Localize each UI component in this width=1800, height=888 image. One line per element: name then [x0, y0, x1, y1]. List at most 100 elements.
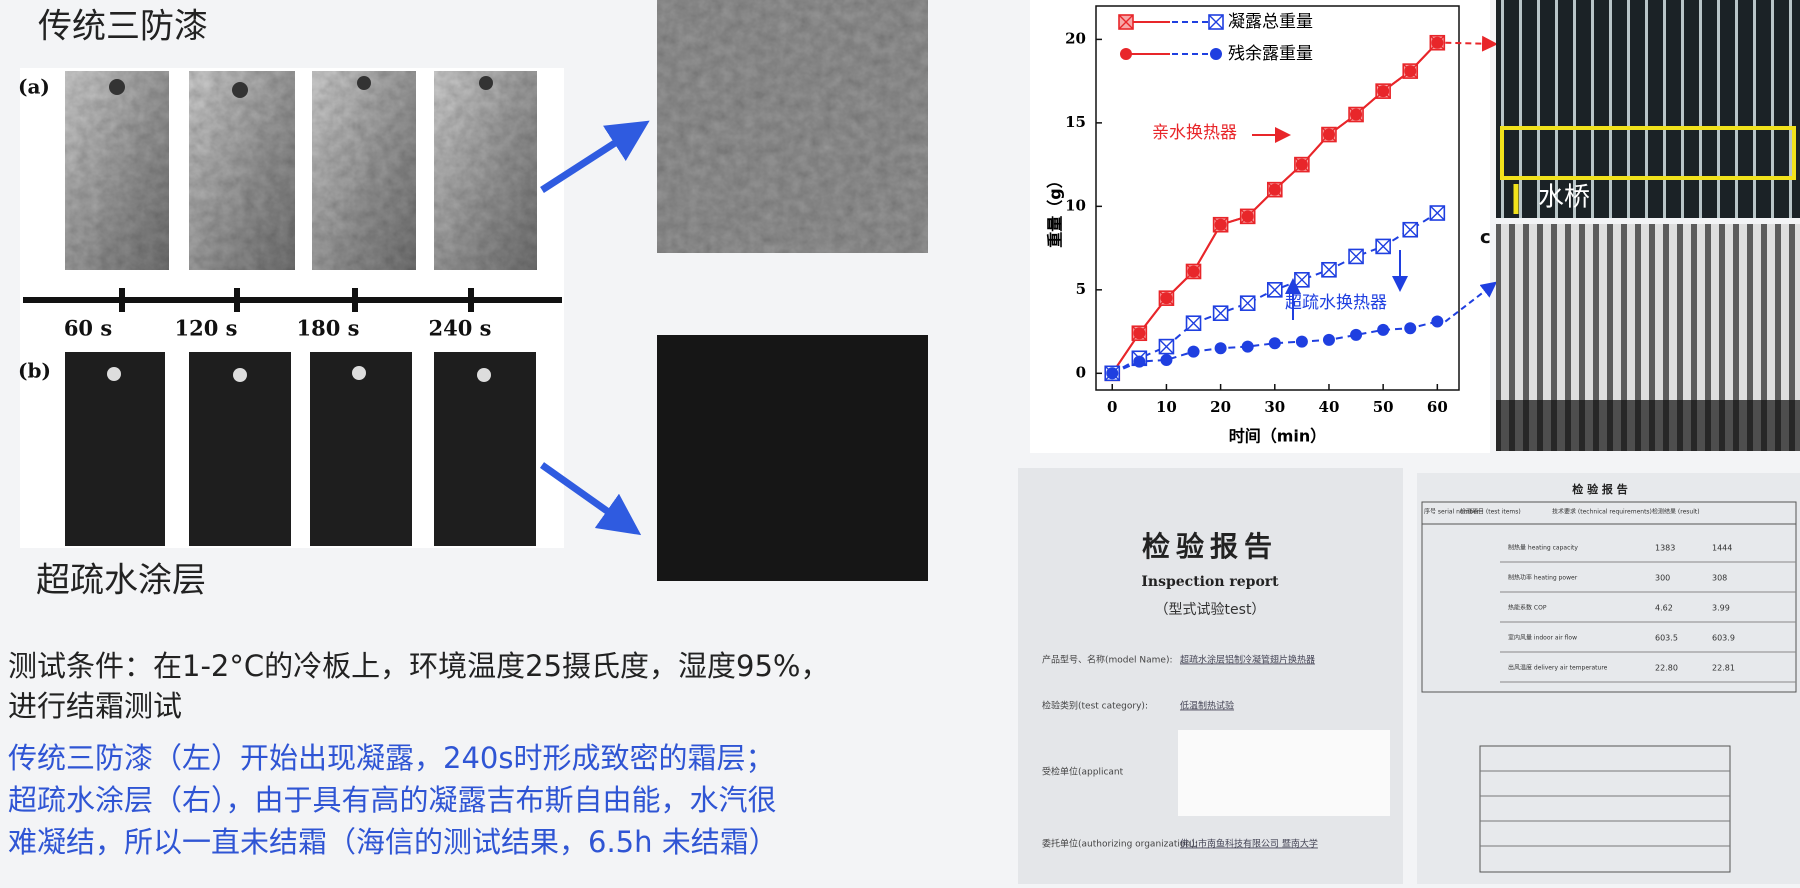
marker-cross	[1213, 305, 1229, 321]
point	[1133, 355, 1146, 368]
marker-cross	[1267, 282, 1283, 298]
table-header: 检测项目 (test items)	[1460, 508, 1521, 516]
plate	[189, 71, 295, 270]
table-cell: 制热量 heating capacity	[1508, 544, 1578, 552]
photo-shade	[1496, 400, 1800, 451]
title-b: 超疏水涂层	[36, 561, 206, 601]
table-cell: 4.62	[1655, 604, 1673, 613]
point	[1429, 205, 1446, 221]
table-header: 序号 serial number	[1424, 508, 1480, 516]
time-labels: 60 s 120 s 180 s 240 s	[64, 316, 492, 341]
y-tick-label: 5	[1076, 280, 1086, 298]
chart: 0 10 20 30 40 50 60 0 5 10 15 20 时间（min） 重量（g） 凝露总重量残余…	[1046, 5, 1498, 446]
point	[1322, 333, 1335, 346]
x-axis-label: 时间（min）	[1229, 427, 1327, 446]
point	[1187, 265, 1200, 278]
x-tick-label: 20	[1210, 398, 1231, 416]
condition-line: 测试条件：在1-2°C的冷板上，环境温度25摄氏度，湿度95%，	[8, 649, 829, 683]
doc-field-label: 受检单位(applicant	[1042, 766, 1124, 778]
table-frame	[1421, 501, 1797, 693]
point	[1348, 248, 1364, 265]
annotation: 亲水换热器	[1152, 123, 1237, 143]
point	[1133, 327, 1146, 340]
point	[1375, 238, 1391, 255]
doc-field-label: 产品型号、名称(model Name):	[1042, 654, 1173, 666]
plate-holes	[107, 366, 491, 382]
label-a: (a)	[18, 75, 50, 99]
point	[1106, 367, 1119, 380]
point	[1241, 210, 1254, 223]
point	[1160, 292, 1173, 305]
plate	[312, 71, 416, 270]
table-cell: 22.80	[1655, 664, 1678, 673]
point	[1241, 340, 1254, 353]
table-cell: 制热功率 heating power	[1508, 574, 1578, 582]
zoom-photo	[657, 0, 928, 253]
plate	[434, 71, 537, 270]
point	[1266, 282, 1283, 298]
chart-panel	[1030, 0, 1490, 453]
table-cell: 热能系数 COP	[1508, 604, 1547, 612]
highlight-box	[1500, 126, 1796, 180]
doc-kind: （型式试验test）	[1155, 602, 1266, 618]
arrow	[540, 120, 650, 193]
result-line: 超疏水涂层（右），由于具有高的凝露吉布斯自由能，水汽很	[8, 783, 777, 817]
time-label: 60 s	[64, 316, 112, 341]
y-tick-label: 20	[1065, 29, 1086, 47]
timeline-ticks	[119, 288, 474, 312]
point	[1404, 65, 1417, 78]
point	[1350, 328, 1363, 341]
plot-frame	[1095, 5, 1460, 391]
y-tick-label: 15	[1065, 113, 1086, 131]
table-header: 检测结果 (result)	[1652, 508, 1700, 516]
label-b: (b)	[18, 359, 51, 383]
point	[1295, 335, 1308, 348]
x-tick-label: 10	[1156, 398, 1177, 416]
redaction	[1178, 730, 1390, 816]
plates-b	[65, 352, 536, 546]
link-arrow	[1444, 281, 1498, 323]
doc-title: 检验报告	[1142, 530, 1278, 563]
y-tick-label: 0	[1076, 363, 1086, 381]
point	[1268, 337, 1281, 350]
point	[1160, 353, 1173, 366]
point	[1268, 183, 1281, 196]
point	[1431, 36, 1444, 49]
title-a: 传统三防漆	[38, 7, 208, 47]
table-header: 技术要求 (technical requirements)	[1552, 508, 1652, 516]
legend-label: 凝露总重量	[1228, 12, 1313, 32]
result-line: 传统三防漆（左）开始出现凝露，240s时形成致密的霜层；	[8, 741, 774, 775]
point	[1239, 295, 1256, 311]
zoom-photo	[657, 335, 928, 581]
x-tick-label: 0	[1107, 398, 1117, 416]
x-tick-label: 60	[1427, 398, 1448, 416]
photo-label: 水桥	[1538, 183, 1590, 213]
marker-cross	[1118, 14, 1134, 30]
doc-field-value: 超疏水涂层铝制冷凝管翅片换热器	[1180, 654, 1315, 666]
legend-marker	[1210, 48, 1222, 60]
doc-title: 检 验 报 告	[1572, 482, 1628, 496]
point	[1185, 315, 1202, 332]
legend-marker	[1208, 14, 1224, 30]
marker-cross	[1375, 238, 1391, 254]
doc-field-value: 低温制热试验	[1180, 700, 1234, 712]
doc-field-label: 委托单位(authorizing organization):	[1042, 838, 1198, 850]
table-cell: 308	[1712, 574, 1727, 583]
table-cell: 出风温度 delivery air temperature	[1508, 664, 1608, 672]
y-tick-label: 10	[1065, 196, 1086, 214]
table-cell: 603.5	[1655, 634, 1678, 643]
point	[1404, 322, 1417, 335]
time-label: 120 s	[175, 316, 238, 341]
table-cell: 22.81	[1712, 664, 1735, 673]
point	[1377, 85, 1390, 98]
doc-field-label: 检验类别(test category):	[1042, 700, 1148, 712]
plate	[189, 352, 291, 546]
marker-cross	[1429, 205, 1445, 221]
point	[1158, 338, 1175, 355]
table-cell: 1383	[1655, 544, 1675, 553]
plate	[65, 71, 169, 270]
notes: 测试条件：在1-2°C的冷板上，环境温度25摄氏度，湿度95%， 进行结霜测试传统…	[8, 649, 829, 859]
time-label: 240 s	[429, 316, 492, 341]
